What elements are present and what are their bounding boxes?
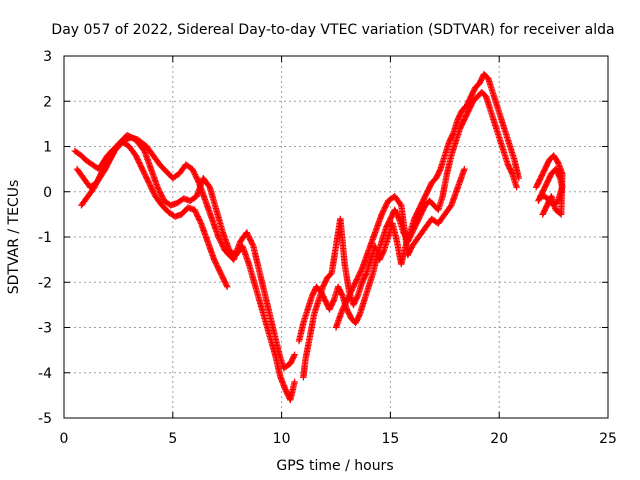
y-tick-label: 3: [43, 49, 52, 65]
series-track-c: [78, 131, 298, 404]
x-tick-label: 25: [599, 431, 617, 447]
data-point: [330, 298, 337, 305]
data-point: [397, 200, 404, 208]
y-tick-label: -4: [38, 366, 52, 382]
x-tick-label: 20: [490, 431, 508, 447]
y-tick-label: -3: [38, 321, 52, 337]
data-point: [461, 165, 468, 173]
data-point: [436, 167, 444, 174]
chart-title: Day 057 of 2022, Sidereal Day-to-day VTE…: [51, 22, 614, 38]
x-tick-label: 5: [168, 431, 177, 447]
data-point: [513, 184, 520, 191]
y-tick-label: -1: [38, 230, 52, 246]
y-tick-label: 0: [43, 185, 52, 201]
data-point: [197, 218, 204, 226]
data-point: [362, 271, 370, 278]
y-axis-label: SDTVAR / TECUs: [6, 180, 22, 295]
series-track-h: [532, 152, 566, 218]
data-point: [539, 211, 546, 218]
data-point: [291, 351, 298, 358]
series-track-d: [295, 89, 520, 345]
data-points: [71, 70, 566, 404]
data-point: [338, 291, 346, 298]
data-point: [249, 241, 256, 248]
data-point: [353, 293, 361, 301]
data-point: [291, 378, 298, 385]
data-point: [380, 248, 387, 256]
data-point: [223, 282, 230, 289]
data-point: [537, 193, 544, 200]
data-point: [449, 131, 457, 138]
x-tick-label: 0: [60, 431, 69, 447]
y-tick-label: -5: [38, 411, 52, 427]
y-tick-label: 1: [43, 140, 52, 156]
data-point: [540, 209, 547, 217]
y-tick-label: 2: [43, 94, 52, 110]
series-track-f: [332, 165, 468, 331]
x-tick-label: 15: [381, 431, 399, 447]
data-point: [224, 283, 231, 290]
axis-ticks: 0 5 10 15 20 25 -5 -4 -3 -2 -1 0 1 2 3: [38, 49, 617, 447]
data-point: [358, 266, 365, 274]
series-track-e: [300, 70, 522, 381]
data-point: [515, 174, 522, 182]
x-tick-label: 10: [273, 431, 291, 447]
data-point: [290, 352, 298, 360]
data-point: [356, 312, 363, 319]
data-point: [205, 182, 213, 190]
data-point: [508, 169, 515, 176]
series-track-a: [71, 134, 298, 372]
series-track-b: [73, 138, 231, 290]
x-axis-label: GPS time / hours: [276, 458, 393, 474]
y-tick-label: -2: [38, 275, 52, 291]
